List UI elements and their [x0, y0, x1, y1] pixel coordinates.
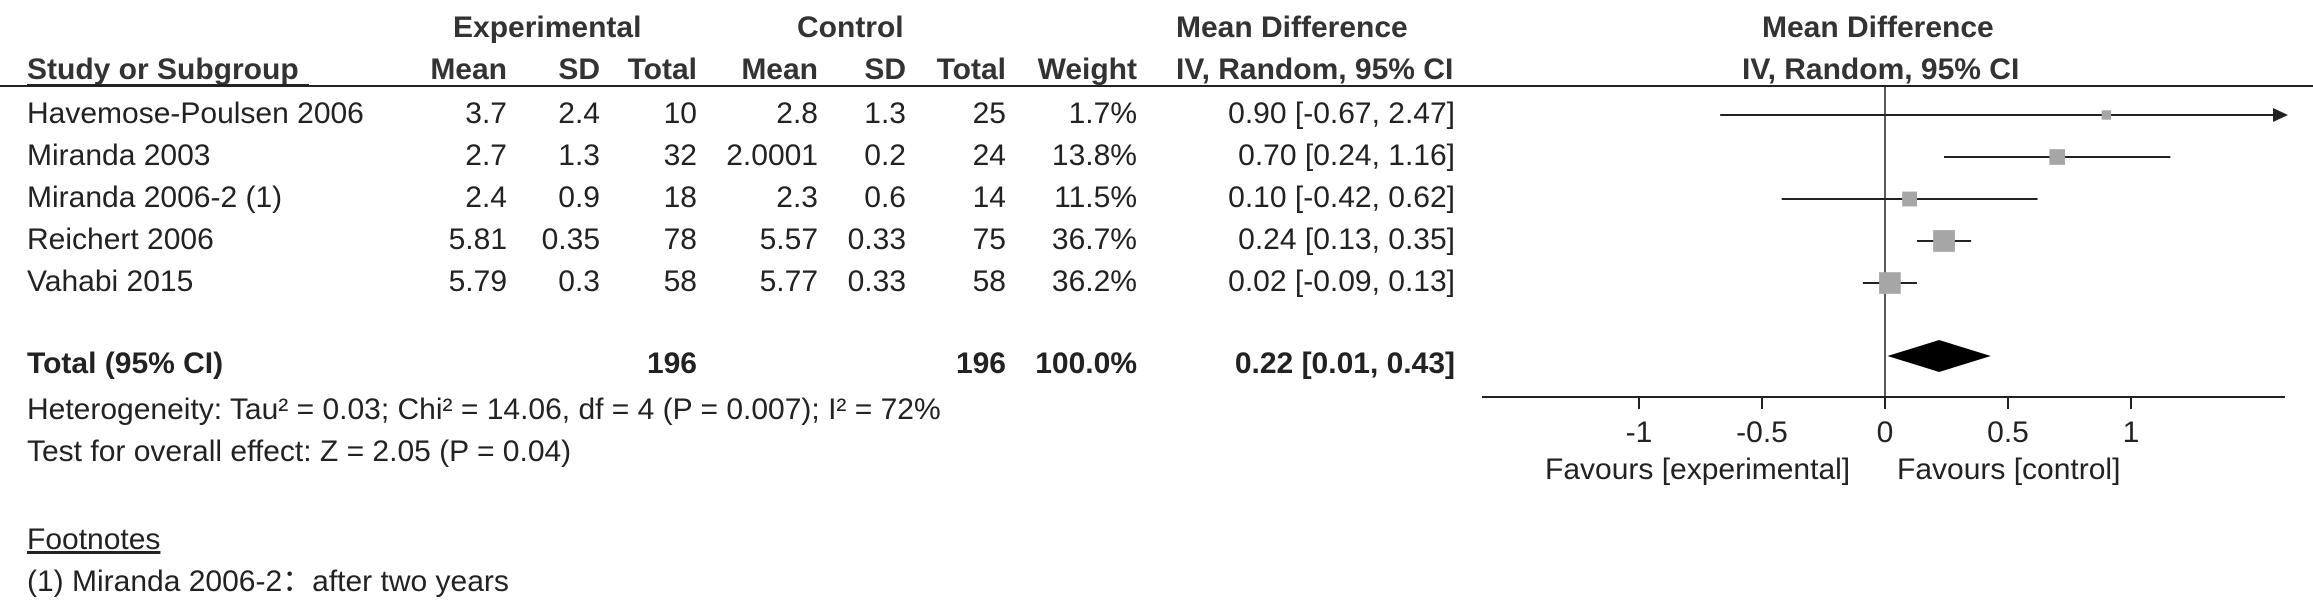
ctl-mean: 2.8 — [776, 97, 818, 130]
exp-total: 18 — [663, 181, 697, 214]
study-name: Havemose-Poulsen 2006 — [27, 97, 364, 130]
tick-label: 1 — [2123, 416, 2140, 449]
heterogeneity-text: Heterogeneity: Tau² = 0.03; Chi² = 14.06… — [27, 393, 941, 426]
ci-arrow — [2273, 108, 2288, 122]
footnotes-title: Footnotes — [27, 523, 161, 556]
plot-subtitle: IV, Random, 95% CI — [1742, 53, 2020, 86]
study-marker — [1933, 230, 1955, 252]
md-column-subtitle: IV, Random, 95% CI — [1176, 53, 1454, 86]
exp-sd: 0.9 — [558, 181, 600, 214]
study-name: Vahabi 2015 — [27, 265, 194, 298]
ctl-mean: 5.57 — [759, 223, 818, 256]
exp-sd: 1.3 — [558, 139, 600, 172]
exp-mean: 3.7 — [465, 97, 507, 130]
exp-sd: 0.35 — [541, 223, 600, 256]
col-exp-sd: SD — [558, 53, 600, 86]
exp-sd: 2.4 — [558, 97, 600, 130]
exp-mean: 5.79 — [448, 265, 507, 298]
ctl-total: 58 — [972, 265, 1006, 298]
col-ctl-total: Total — [936, 53, 1006, 86]
weight: 1.7% — [1068, 97, 1137, 130]
ctl-sd: 0.33 — [847, 223, 906, 256]
col-exp-total: Total — [627, 53, 697, 86]
table-row: Vahabi 2015 5.79 0.3 58 5.77 0.33 58 36.2% 0.02 … — [0, 265, 1500, 307]
ctl-total: 24 — [972, 139, 1006, 172]
md-ci: 0.70 [0.24, 1.16] — [1238, 139, 1455, 172]
ctl-sd: 1.3 — [864, 97, 906, 130]
tick-label: -1 — [1626, 416, 1653, 449]
total-weight: 100.0% — [1035, 347, 1137, 380]
study-marker — [2101, 110, 2112, 120]
col-ctl-sd: SD — [864, 53, 906, 86]
tick-label: 0 — [1877, 416, 1894, 449]
overall-effect-text: Test for overall effect: Z = 2.05 (P = 0… — [27, 435, 572, 468]
favours-left-label: Favours [experimental] — [1545, 453, 1851, 486]
total-exp-total: 196 — [646, 347, 697, 380]
exp-mean: 2.7 — [465, 139, 507, 172]
exp-mean: 2.4 — [465, 181, 507, 214]
exp-total: 78 — [663, 223, 697, 256]
table-row: Miranda 2003 2.7 1.3 32 2.0001 0.2 24 13.8% 0.70… — [0, 139, 1500, 181]
favours-right-label: Favours [control] — [1897, 453, 2121, 486]
footnote-1: (1) Miranda 2006-2：after two years — [27, 565, 509, 598]
study-name: Miranda 2006-2 (1) — [27, 181, 283, 214]
md-column-title: Mean Difference — [1176, 11, 1408, 44]
md-ci: 0.02 [-0.09, 0.13] — [1228, 265, 1455, 298]
tick-label: -0.5 — [1736, 416, 1788, 449]
header-rule — [0, 85, 2313, 87]
ctl-total: 14 — [972, 181, 1006, 214]
weight: 11.5% — [1054, 181, 1137, 214]
exp-total: 32 — [663, 139, 697, 172]
table-row: Havemose-Poulsen 2006 3.7 2.4 10 2.8 1.3 25 1.7… — [0, 97, 1500, 139]
weight: 36.7% — [1051, 223, 1137, 256]
md-ci: 0.10 [-0.42, 0.62] — [1228, 181, 1455, 214]
ctl-mean: 2.3 — [776, 181, 818, 214]
col-ctl-mean: Mean — [741, 53, 818, 86]
total-ci: 0.22 [0.01, 0.43] — [1234, 347, 1455, 380]
weight: 13.8% — [1051, 139, 1137, 172]
exp-total: 10 — [663, 97, 697, 130]
study-marker — [1879, 272, 1901, 294]
pooled-diamond — [1887, 340, 1991, 372]
study-marker — [1902, 191, 1918, 207]
col-weight: Weight — [1037, 53, 1137, 86]
ctl-sd: 0.6 — [864, 181, 906, 214]
ctl-total: 75 — [972, 223, 1006, 256]
ctl-total: 25 — [972, 97, 1006, 130]
control-group-header: Control — [797, 11, 904, 44]
total-ctl-total: 196 — [955, 347, 1006, 380]
md-ci: 0.24 [0.13, 0.35] — [1238, 223, 1455, 256]
study-name: Reichert 2006 — [27, 223, 214, 256]
study-marker — [2049, 149, 2066, 165]
ctl-sd: 0.33 — [847, 265, 906, 298]
study-name: Miranda 2003 — [27, 139, 211, 172]
exp-mean: 5.81 — [448, 223, 507, 256]
md-ci: 0.90 [-0.67, 2.47] — [1228, 97, 1455, 130]
ctl-sd: 0.2 — [864, 139, 906, 172]
experimental-group-header: Experimental — [453, 11, 642, 44]
total-label: Total (95% CI) — [27, 347, 224, 380]
col-exp-mean: Mean — [430, 53, 507, 86]
plot-title: Mean Difference — [1762, 11, 1994, 44]
exp-sd: 0.3 — [558, 265, 600, 298]
col-study: Study or Subgroup — [27, 53, 299, 86]
tick-label: 0.5 — [1987, 416, 2029, 449]
ctl-mean: 2.0001 — [726, 139, 818, 172]
table-row: Miranda 2006-2 (1) 2.4 0.9 18 2.3 0.6 14 11.5% 0… — [0, 181, 1500, 223]
ctl-mean: 5.77 — [759, 265, 818, 298]
table-row: Reichert 2006 5.81 0.35 78 5.57 0.33 75 36.7% 0.… — [0, 223, 1500, 265]
weight: 36.2% — [1051, 265, 1137, 298]
exp-total: 58 — [663, 265, 697, 298]
